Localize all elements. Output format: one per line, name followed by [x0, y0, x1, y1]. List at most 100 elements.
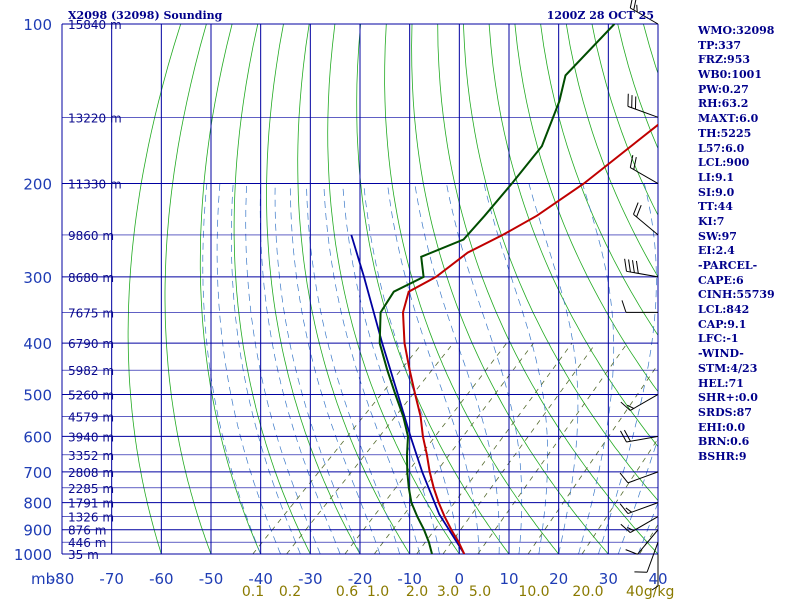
temperature-tick-label: -70 [99, 570, 124, 588]
wind-barb-staff [630, 167, 659, 184]
parcel-line [350, 234, 466, 554]
grid [61, 23, 659, 555]
mixing-ratio-label: 20.0 [572, 584, 603, 600]
height-label: 4579 m [68, 410, 114, 424]
index-item: SW:97 [698, 229, 737, 243]
index-item: BRN:0.6 [698, 435, 750, 449]
wind-barb-flag [627, 404, 634, 409]
mixing-ratio-label: 0.6 [336, 584, 358, 600]
height-label: 8680 m [68, 271, 114, 285]
wind-barb-flag [619, 503, 629, 514]
height-label: 13220 m [68, 111, 122, 125]
index-item: WB0:1001 [698, 68, 762, 82]
stability-indices: WMO:32098 TP:337 FRZ:953 WB0:1001 PW:0.27 RH:… [698, 24, 775, 465]
moist-adiabat [617, 437, 658, 554]
index-item: PW:0.27 [698, 82, 749, 96]
temperature-tick-label: -20 [348, 570, 373, 588]
moist-adiabat [483, 183, 548, 554]
temperature-tick-label: -80 [50, 570, 75, 588]
dry-adiabat [164, 24, 212, 554]
temperature-tick-label: -60 [149, 570, 174, 588]
index-item: FRZ:953 [698, 53, 751, 67]
wind-barb-flag [651, 585, 659, 591]
moist-adiabat [231, 183, 301, 554]
dry-adiabat [266, 24, 361, 554]
wind-barb-staff [626, 270, 659, 278]
index-item: HEL:71 [698, 376, 744, 390]
height-label: 5260 m [68, 388, 114, 402]
temperature-line [401, 123, 658, 554]
index-item: BSHR:9 [698, 449, 747, 463]
pressure-tick-label: 800 [23, 495, 52, 513]
moist-adiabat [216, 183, 281, 554]
height-label: 6790 m [68, 337, 114, 351]
temperature-tick-label: 20 [549, 570, 568, 588]
index-item: EI:2.4 [698, 244, 735, 258]
mixing-ratio-line [477, 342, 628, 554]
mixing-ratio-line [416, 342, 573, 554]
height-label: 11330 m [68, 178, 122, 192]
mixing-ratio-line [581, 438, 658, 554]
pressure-tick-label: 900 [23, 522, 52, 540]
index-item: TH:5225 [698, 126, 752, 140]
dry-adiabat [356, 24, 510, 554]
sounding-title: X2098 (32098) Sounding [68, 9, 223, 22]
wind-barb-flag [633, 202, 639, 215]
index-item: CAP:9.1 [698, 317, 747, 331]
dry-adiabat [411, 24, 609, 554]
mixing-ratio-label: 10.0 [518, 584, 549, 600]
wind-barb-flag [627, 526, 634, 532]
mixing-ratio-label: 0.1 [242, 584, 264, 600]
index-item: SHR+:0.0 [698, 391, 758, 405]
dry-adiabat [384, 24, 560, 554]
wind-barb-staff [630, 394, 659, 411]
height-label: 5982 m [68, 364, 114, 378]
wind-barb-staff [646, 542, 659, 573]
profiles [350, 24, 658, 554]
wind-barb-staff [630, 7, 659, 25]
dry-adiabat [127, 24, 182, 554]
index-item: -WIND- [698, 347, 744, 361]
temperature-tick-label: -50 [199, 570, 224, 588]
index-item: -PARCEL- [698, 259, 758, 272]
mixing-ratio-line [373, 342, 534, 554]
index-item: WMO:32098 [698, 24, 775, 37]
wind-barb-flag [628, 259, 631, 273]
pressure-tick-label: 300 [23, 269, 52, 287]
dry-adiabat [437, 24, 658, 554]
index-item: LFC:-1 [698, 332, 739, 346]
mixing-ratio-label: 3.0 [437, 584, 459, 600]
dewpoint-line [378, 24, 616, 554]
wind-barb-flag [636, 204, 642, 218]
wind-barb-flag [633, 157, 637, 170]
wind-barb-flag [619, 472, 629, 484]
height-label: 3940 m [68, 430, 114, 444]
wind-barb-staff [627, 105, 659, 118]
height-label: 15840 m [68, 18, 122, 32]
index-item: CAPE:6 [698, 273, 744, 287]
pressure-tick-label: 500 [23, 386, 52, 404]
mixing-ratio-line [442, 342, 597, 554]
index-item: SRDS:87 [698, 405, 752, 419]
temperature-tick-label: -10 [397, 570, 422, 588]
index-item: TT:44 [698, 200, 733, 214]
pressure-tick-label: 400 [23, 335, 52, 353]
wind-barb-flag [625, 507, 632, 513]
moist-adiabat [528, 183, 579, 554]
height-label: 1791 m [68, 497, 114, 511]
height-label: 7675 m [68, 306, 114, 320]
index-item: RH:63.2 [698, 97, 749, 111]
temperature-tick-label: -40 [248, 570, 273, 588]
temperature-tick-label: -30 [298, 570, 323, 588]
height-label: 446 m [68, 536, 106, 550]
moist-adiabat [342, 183, 440, 554]
wind-barb-flag [632, 260, 635, 273]
wind-barb-flag [620, 430, 627, 443]
index-item: LCL:842 [698, 303, 750, 317]
wind-barb-staff [627, 502, 659, 515]
mixing-ratio-line [286, 342, 454, 554]
wind-barb-flag [633, 0, 637, 11]
mixing-ratio-line [252, 342, 423, 554]
